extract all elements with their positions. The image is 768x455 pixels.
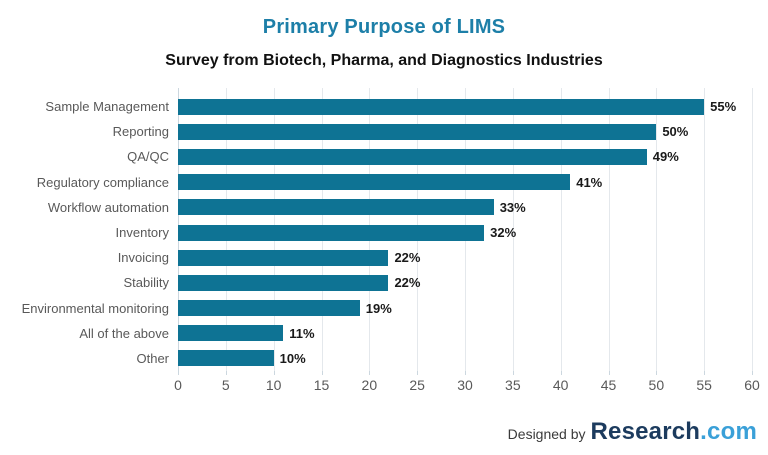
category-label: Regulatory compliance [36,174,169,190]
gridline [656,88,658,371]
x-tick-mark [321,371,323,375]
value-label: 49% [652,149,679,165]
gridline [608,88,610,371]
value-label: 33% [499,199,526,215]
category-label: Invoicing [117,250,169,266]
x-tick-label: 50 [648,377,665,393]
value-label: 10% [279,350,306,366]
bar-row: Reporting 50% [113,119,752,144]
bar-row: QA/QC 49% [127,144,752,169]
bar [178,350,274,367]
x-tick-mark [369,371,371,375]
category-label: Workflow automation [47,199,169,215]
bar [178,123,657,140]
logo-com-text: .com [700,418,757,445]
x-tick-label: 40 [552,377,569,393]
bar-row: Invoicing 22% [118,245,752,270]
x-tick-mark [273,371,275,375]
x-tick-label: 30 [457,377,473,393]
x-tick-label: 25 [409,377,425,393]
value-label: 50% [662,124,689,140]
category-label: Inventory [115,225,169,241]
gridline [560,88,562,371]
x-tick-mark [225,371,227,375]
category-label: Reporting [112,124,169,140]
category-label: Sample Management [45,99,169,115]
bar-row: Sample Management 55% [45,94,752,119]
bar [178,224,485,241]
category-label: Environmental monitoring [21,300,169,316]
x-tick-label: 45 [600,377,617,393]
chart-title: Primary Purpose of LIMS [262,16,506,38]
gridline [512,88,514,371]
bar-row: All of the above 11% [79,321,752,346]
value-label: 32% [490,225,517,241]
x-tick-mark [512,371,514,375]
value-label: 22% [394,250,421,266]
bar-row: Inventory 32% [116,220,752,245]
bar-row: Environmental monitoring 19% [22,296,752,321]
footer: Designed by Research.com [508,418,757,446]
category-label: Stability [123,275,169,291]
x-tick-label: 20 [361,377,378,393]
x-tick-label: 35 [505,377,521,393]
plot-area: Sample Management 55% Reporting 50% QA/QC 49%… [22,88,760,393]
category-label: Other [136,350,169,366]
value-label: 11% [289,325,315,341]
x-tick-mark [704,371,706,375]
bar-row: Other 10% [136,346,752,371]
bar [178,249,389,266]
designed-by-text: Designed by [507,426,586,442]
x-tick-label: 15 [313,377,330,393]
category-label: QA/QC [127,149,169,165]
bar [178,325,284,342]
x-tick-mark [752,371,753,375]
x-tick-label: 10 [265,377,282,393]
x-tick-label: 0 [174,377,182,393]
bar [178,174,571,191]
x-tick-mark [608,371,610,375]
bar [178,98,705,115]
bar [178,300,360,317]
research-logo[interactable]: Research.com [591,418,758,446]
bar-row: Workflow automation 33% [48,195,752,220]
x-tick-mark [465,371,466,375]
value-label: 41% [576,174,603,190]
value-label: 55% [710,99,737,115]
x-tick-mark [560,371,562,375]
value-label: 22% [394,275,421,291]
chart-subtitle: Survey from Biotech, Pharma, and Diagnos… [165,52,603,69]
bar-rows: Sample Management 55% Reporting 50% QA/QC 49%… [22,94,752,371]
bar [178,199,494,216]
x-tick-label: 55 [696,377,712,393]
value-label: 19% [365,300,392,316]
gridline [704,88,706,371]
bar [178,148,647,165]
x-tick-label: 60 [744,377,760,393]
bar-row: Regulatory compliance 41% [37,170,752,195]
gridline [752,88,753,371]
logo-research-text: Research [590,418,701,445]
bar-row: Stability 22% [123,270,752,295]
category-label: All of the above [79,325,169,341]
x-tick-mark [417,371,419,375]
x-tick-label: 5 [221,377,230,393]
x-tick-mark [178,371,179,375]
x-tick-mark [656,371,658,375]
bar [178,274,389,291]
